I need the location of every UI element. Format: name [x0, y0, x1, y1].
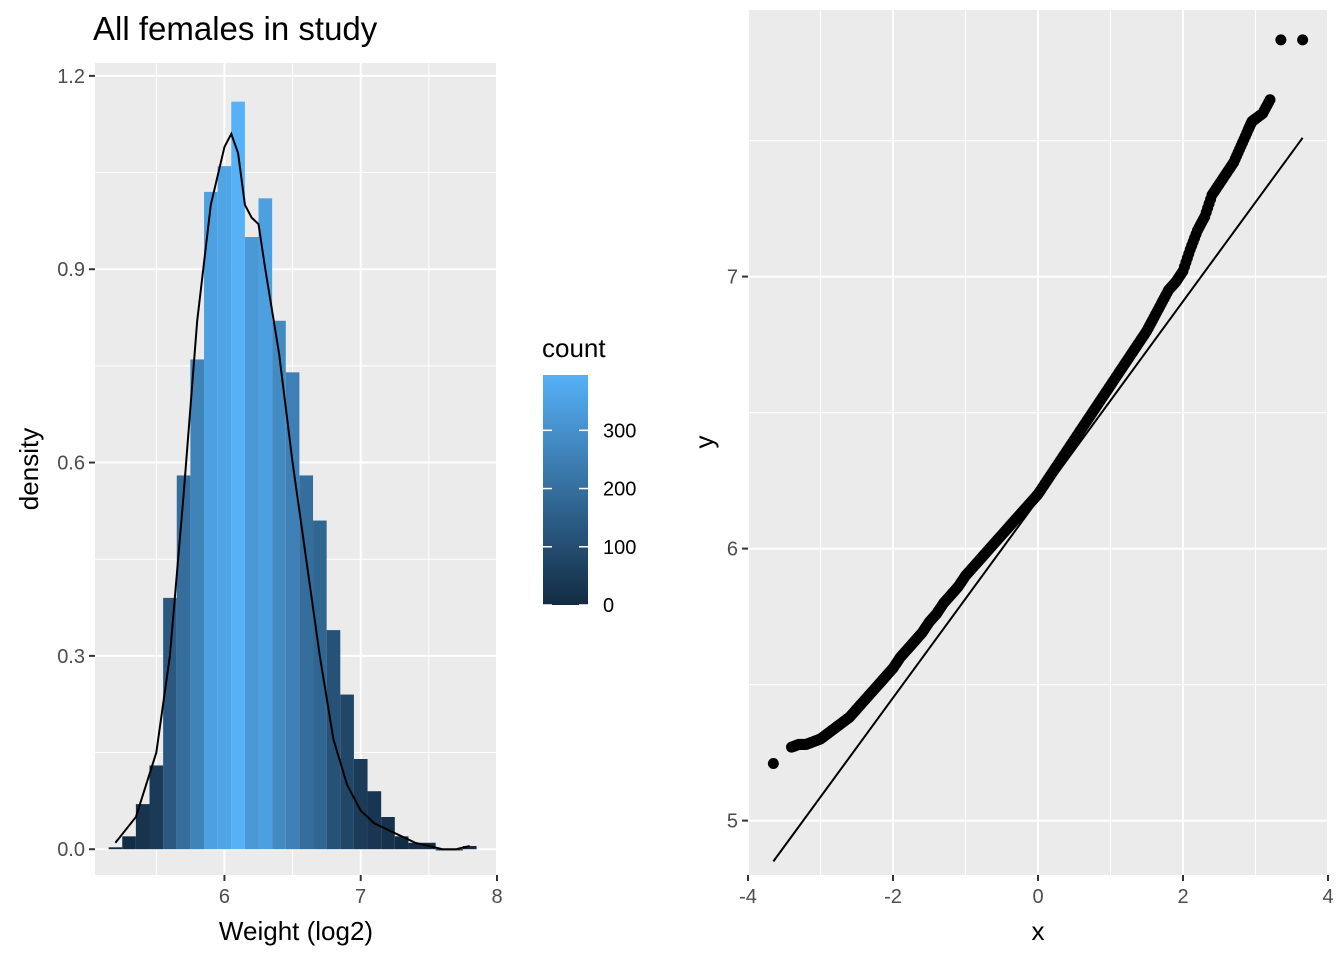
histogram-bar: [353, 759, 368, 850]
qq-x-tick-label: -4: [739, 886, 757, 908]
qq-points: [767, 34, 1309, 769]
legend-title: count: [542, 333, 606, 363]
qq-axis-ticks: 5 6 7 -4 -2 0 2 4: [727, 267, 1334, 908]
histogram-bar: [462, 846, 477, 850]
qq-gridlines: [747, 10, 1329, 875]
histogram-panel: 0.00.30.60.91.26 7 8 All females in study …: [14, 10, 503, 946]
histogram-bar: [190, 359, 205, 850]
qq-x-tick-label: 4: [1322, 886, 1333, 908]
histogram-bar: [285, 372, 300, 850]
histogram-bar: [313, 520, 327, 850]
qq-point: [1297, 34, 1309, 46]
histogram-y-tick-label: 0.9: [57, 259, 85, 281]
qq-y-tick-label: 5: [727, 811, 738, 833]
histogram-bar: [299, 475, 314, 850]
histogram-bar: [408, 842, 423, 850]
histogram-bar: [272, 320, 286, 850]
colorbar-ticks: 0 100 200 300: [543, 420, 636, 617]
histogram-bar: [217, 166, 232, 850]
histogram-bar: [149, 765, 164, 850]
qq-x-tick-label: 0: [1032, 886, 1043, 908]
colorbar-tick-label: 0: [603, 595, 614, 617]
qq-point: [1275, 34, 1287, 46]
histogram-x-tick-label: 6: [219, 886, 230, 908]
qq-y-axis-title: y: [689, 436, 719, 449]
histogram-bar: [176, 475, 191, 850]
histogram-y-tick-label: 0.3: [57, 646, 85, 668]
histogram-bars: [108, 101, 477, 851]
histogram-y-tick-label: 0.0: [57, 839, 85, 861]
qq-point: [767, 757, 779, 769]
colorbar-tick-label: 200: [603, 479, 636, 501]
colorbar: [543, 375, 588, 605]
histogram-x-tick-label: 8: [491, 886, 502, 908]
histogram-bar: [163, 597, 177, 850]
colorbar-tick-label: 100: [603, 537, 636, 559]
histogram-bar: [108, 847, 123, 850]
histogram-bar: [231, 101, 245, 850]
histogram-bar: [122, 836, 136, 850]
qq-plot-panel: 5 6 7 -4 -2 0 2 4 x y: [689, 10, 1334, 946]
histogram-bar: [394, 836, 409, 850]
colorbar-tick-label: 300: [603, 420, 636, 442]
histogram-bar: [367, 791, 382, 850]
histogram-y-tick-label: 0.6: [57, 453, 85, 475]
histogram-bar: [204, 191, 218, 850]
histogram-x-tick-label: 7: [355, 886, 366, 908]
qq-y-tick-label: 7: [727, 267, 738, 289]
histogram-bar: [340, 694, 354, 850]
qq-y-tick-label: 6: [727, 539, 738, 561]
histogram-bar: [244, 237, 259, 850]
histogram-title: All females in study: [93, 10, 378, 47]
qq-x-tick-label: 2: [1177, 886, 1188, 908]
histogram-bar: [258, 198, 273, 850]
count-legend: count 0 100 200 300: [542, 333, 636, 617]
qq-x-tick-label: -2: [884, 886, 902, 908]
histogram-bar: [381, 817, 395, 850]
histogram-y-axis-title: density: [14, 428, 44, 510]
histogram-x-axis-title: Weight (log2): [219, 916, 373, 946]
qq-point: [1264, 94, 1276, 106]
density-curve: [114, 131, 470, 851]
histogram-axis-ticks: 0.0 0.3 0.6 0.9 1.2 6 7 8: [57, 66, 502, 908]
histogram-bar: [135, 804, 150, 850]
histogram-y-tick-label: 1.2: [57, 66, 85, 88]
qq-x-axis-title: x: [1032, 916, 1045, 946]
